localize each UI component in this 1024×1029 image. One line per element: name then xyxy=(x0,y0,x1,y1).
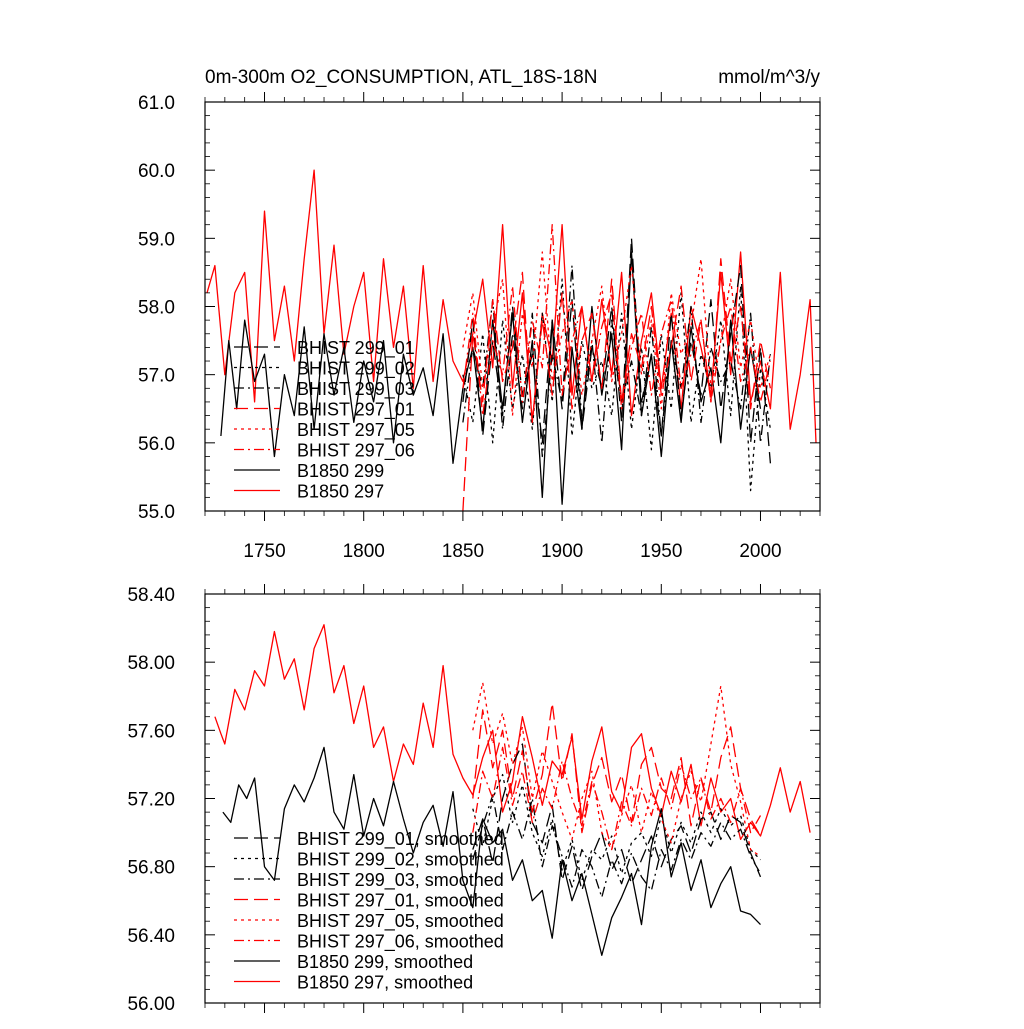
y-tick-label: 56.80 xyxy=(127,858,175,879)
chart-units: mmol/m^3/y xyxy=(718,67,820,88)
x-tick-label: 1950 xyxy=(640,541,682,562)
legend-label-bhist-297-01: BHIST 297_01 xyxy=(297,400,415,421)
legend-label-bhist-299-03: BHIST 299_03 xyxy=(297,379,415,400)
y-tick-label: 61.0 xyxy=(138,93,175,114)
y-tick-label: 60.0 xyxy=(138,161,175,182)
legend-label-b1850-299: B1850 299 xyxy=(297,461,384,481)
series-line-bhist-297-01 xyxy=(462,258,772,511)
legend-label-bhist-297-05-smoothed: BHIST 297_05, smoothed xyxy=(297,911,504,932)
y-tick-label: 59.0 xyxy=(138,229,175,250)
legend-label-b1850-297: B1850 297 xyxy=(297,482,384,502)
y-tick-label: 57.0 xyxy=(138,366,175,387)
series-line-bhist-297-06 xyxy=(462,224,772,417)
chart-title: 0m-300m O2_CONSUMPTION, ATL_18S-18N xyxy=(205,67,597,88)
y-tick-label: 58.40 xyxy=(127,585,175,606)
legend-label-bhist-297-05: BHIST 297_05 xyxy=(297,420,415,441)
y-tick-label: 55.0 xyxy=(138,502,175,523)
x-tick-label: 1900 xyxy=(541,541,583,562)
x-tick-label: 1750 xyxy=(243,541,285,562)
y-tick-label: 56.40 xyxy=(127,926,175,947)
legend-label-bhist-299-03-smoothed: BHIST 299_03, smoothed xyxy=(297,870,504,891)
legend-label-bhist-297-06: BHIST 297_06 xyxy=(297,441,415,462)
series-group xyxy=(214,624,811,956)
series-line-b1850-297-smoothed xyxy=(214,624,811,841)
y-tick-label: 57.60 xyxy=(127,721,175,742)
legend-label-b1850-299-smoothed: B1850 299, smoothed xyxy=(297,952,473,972)
y-tick-label: 57.20 xyxy=(127,790,175,811)
series-line-bhist-299-03 xyxy=(462,264,772,458)
y-tick-label: 58.00 xyxy=(127,653,175,674)
legend-label-b1850-297-smoothed: B1850 297, smoothed xyxy=(297,973,473,993)
series-line-bhist-299-02-smoothed xyxy=(472,773,761,881)
series-line-b1850-299 xyxy=(220,251,762,505)
legend-label-bhist-297-01-smoothed: BHIST 297_01, smoothed xyxy=(297,891,504,912)
series-line-bhist-297-01-smoothed xyxy=(472,702,762,837)
series-line-bhist-299-01-smoothed xyxy=(472,743,762,892)
series-line-bhist-299-02 xyxy=(462,278,772,492)
x-tick-label: 2000 xyxy=(739,541,781,562)
legend-label-bhist-299-01: BHIST 299_01 xyxy=(297,338,415,359)
x-tick-label: 1800 xyxy=(343,541,385,562)
top-panel: 55.0 56.0 57.0 58.0 59.0 60.0 61.0 1750 1800 1850… xyxy=(138,92,821,562)
series-group xyxy=(206,169,817,511)
legend-label-bhist-297-06-smoothed: BHIST 297_06, smoothed xyxy=(297,932,504,953)
legend-label-bhist-299-01-smoothed: BHIST 299_01, smoothed xyxy=(297,829,504,850)
legend-label-bhist-299-02-smoothed: BHIST 299_02, smoothed xyxy=(297,850,504,871)
x-tick-label: 1850 xyxy=(442,541,484,562)
legend-label-bhist-299-02: BHIST 299_02 xyxy=(297,359,415,380)
y-tick-label: 56.00 xyxy=(127,994,175,1015)
y-tick-label: 58.0 xyxy=(138,298,175,319)
series-line-b1850-299-smoothed xyxy=(222,746,761,956)
series-line-bhist-297-06-smoothed xyxy=(472,746,762,851)
bottom-panel: 56.00 56.40 56.80 57.20 57.60 58.00 58.40 BHIST… xyxy=(127,584,821,1015)
y-tick-label: 56.0 xyxy=(138,434,175,455)
series-line-bhist-299-03-smoothed xyxy=(472,794,762,898)
